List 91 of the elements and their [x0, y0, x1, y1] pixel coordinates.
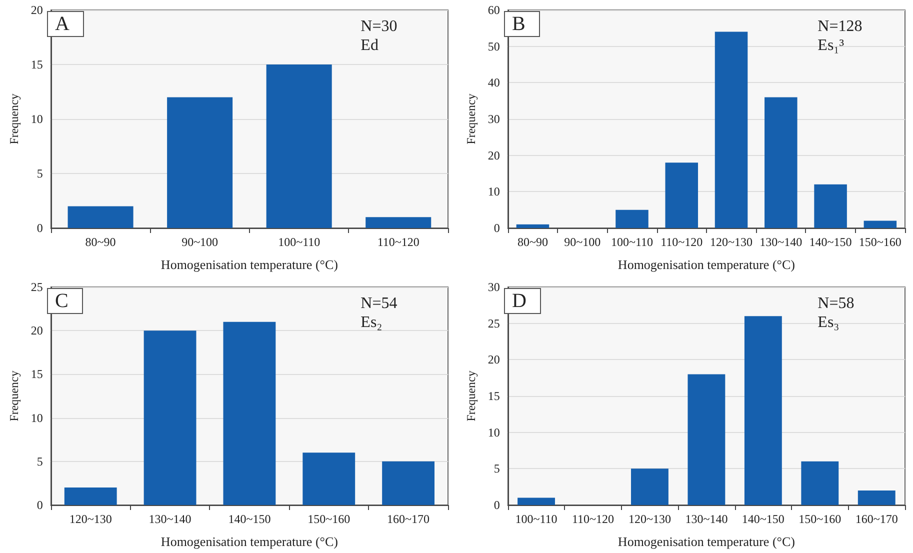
x-axis-title: Homogenisation temperature (°C)	[160, 257, 338, 272]
x-tick-label: 120~130	[69, 512, 112, 526]
y-tick-label: 15	[30, 367, 43, 382]
y-tick-label: 50	[488, 39, 500, 54]
y-tick-label: 0	[36, 498, 43, 512]
bar	[516, 224, 550, 228]
x-tick-label: 110~120	[572, 512, 614, 526]
x-tick-label: 80~90	[517, 235, 548, 249]
y-tick-label: 10	[488, 425, 500, 440]
y-tick-label: 5	[36, 454, 43, 468]
bar	[144, 330, 196, 505]
y-tick-label: 10	[30, 410, 43, 425]
y-tick-label: 60	[488, 3, 500, 17]
annotation: Ed	[360, 37, 378, 54]
x-tick-label: 150~160	[858, 235, 902, 249]
bar	[631, 468, 668, 505]
bar	[864, 220, 897, 228]
y-tick-label: 10	[488, 184, 500, 199]
x-tick-label: 90~100	[182, 235, 218, 249]
x-axis-title: Homogenisation temperature (°C)	[618, 534, 795, 549]
bar	[616, 210, 648, 228]
bar	[814, 184, 847, 228]
chart-title: C	[55, 290, 68, 312]
x-tick-label: 130~140	[685, 512, 728, 526]
y-tick-label: 15	[488, 389, 500, 403]
bar	[714, 32, 748, 228]
annotation: N=30	[360, 18, 398, 35]
y-tick-label: 20	[30, 324, 43, 338]
bar	[688, 374, 726, 505]
bar	[801, 461, 839, 505]
bar	[223, 322, 276, 505]
bar	[302, 452, 356, 505]
y-tick-label: 30	[488, 280, 500, 294]
x-tick-label: 90~100	[564, 235, 601, 249]
y-tick-label: 20	[488, 148, 500, 162]
x-tick-label: 160~170	[387, 512, 430, 526]
x-tick-label: 80~90	[85, 235, 116, 249]
x-tick-label: 100~110	[515, 512, 558, 526]
y-tick-label: 0	[494, 498, 500, 512]
y-tick-label: 40	[488, 76, 500, 90]
x-tick-label: 120~130	[628, 512, 671, 526]
chart-title: D	[512, 290, 526, 312]
x-tick-label: 140~150	[809, 235, 852, 249]
x-tick-label: 130~140	[148, 512, 192, 526]
annotation: N=58	[818, 295, 854, 312]
x-tick-label: 120~130	[710, 235, 753, 249]
chart-title: B	[512, 13, 526, 35]
x-tick-label: 130~140	[760, 235, 802, 249]
x-tick-label: 150~160	[308, 512, 350, 526]
x-tick-label: 150~160	[798, 512, 842, 526]
y-axis-title: Frequency	[7, 94, 21, 144]
annotation: N=128	[818, 18, 862, 35]
y-tick-label: 20	[30, 3, 43, 17]
chart-title: A	[55, 13, 70, 35]
y-tick-label: 25	[488, 316, 500, 330]
y-tick-label: 10	[30, 112, 43, 126]
y-tick-label: 30	[488, 112, 500, 126]
bar	[68, 206, 134, 228]
bar	[366, 217, 432, 228]
bar	[266, 64, 332, 228]
y-tick-label: 25	[30, 280, 43, 294]
x-tick-label: 160~170	[855, 512, 898, 526]
bar	[665, 162, 698, 228]
x-tick-label: 110~120	[660, 235, 703, 249]
bar	[64, 488, 117, 505]
annotation: Es₂	[360, 314, 382, 331]
bar	[744, 316, 782, 505]
annotation: Es₃	[818, 314, 840, 331]
bar	[167, 97, 233, 228]
y-axis-title: Frequency	[7, 370, 21, 422]
x-axis-title: Homogenisation temperature (°C)	[160, 534, 338, 549]
bar	[764, 97, 798, 228]
y-tick-label: 15	[30, 58, 43, 72]
y-tick-label: 5	[36, 166, 43, 180]
x-tick-label: 100~110	[278, 235, 320, 249]
annotation: Es₁³	[818, 37, 844, 54]
y-tick-label: 0	[36, 221, 43, 235]
y-tick-label: 20	[488, 352, 500, 367]
x-tick-label: 100~110	[610, 235, 654, 249]
y-tick-label: 5	[494, 462, 500, 476]
y-tick-label: 0	[494, 221, 500, 235]
bar	[858, 490, 896, 505]
annotation: N=54	[360, 295, 398, 312]
bar	[382, 461, 434, 505]
y-axis-title: Frequency	[464, 94, 478, 144]
x-tick-label: 140~150	[742, 512, 784, 526]
x-tick-label: 110~120	[377, 235, 420, 249]
x-tick-label: 140~150	[228, 512, 271, 526]
bar	[518, 498, 555, 505]
y-axis-title: Frequency	[464, 370, 478, 422]
x-axis-title: Homogenisation temperature (°C)	[618, 257, 795, 272]
